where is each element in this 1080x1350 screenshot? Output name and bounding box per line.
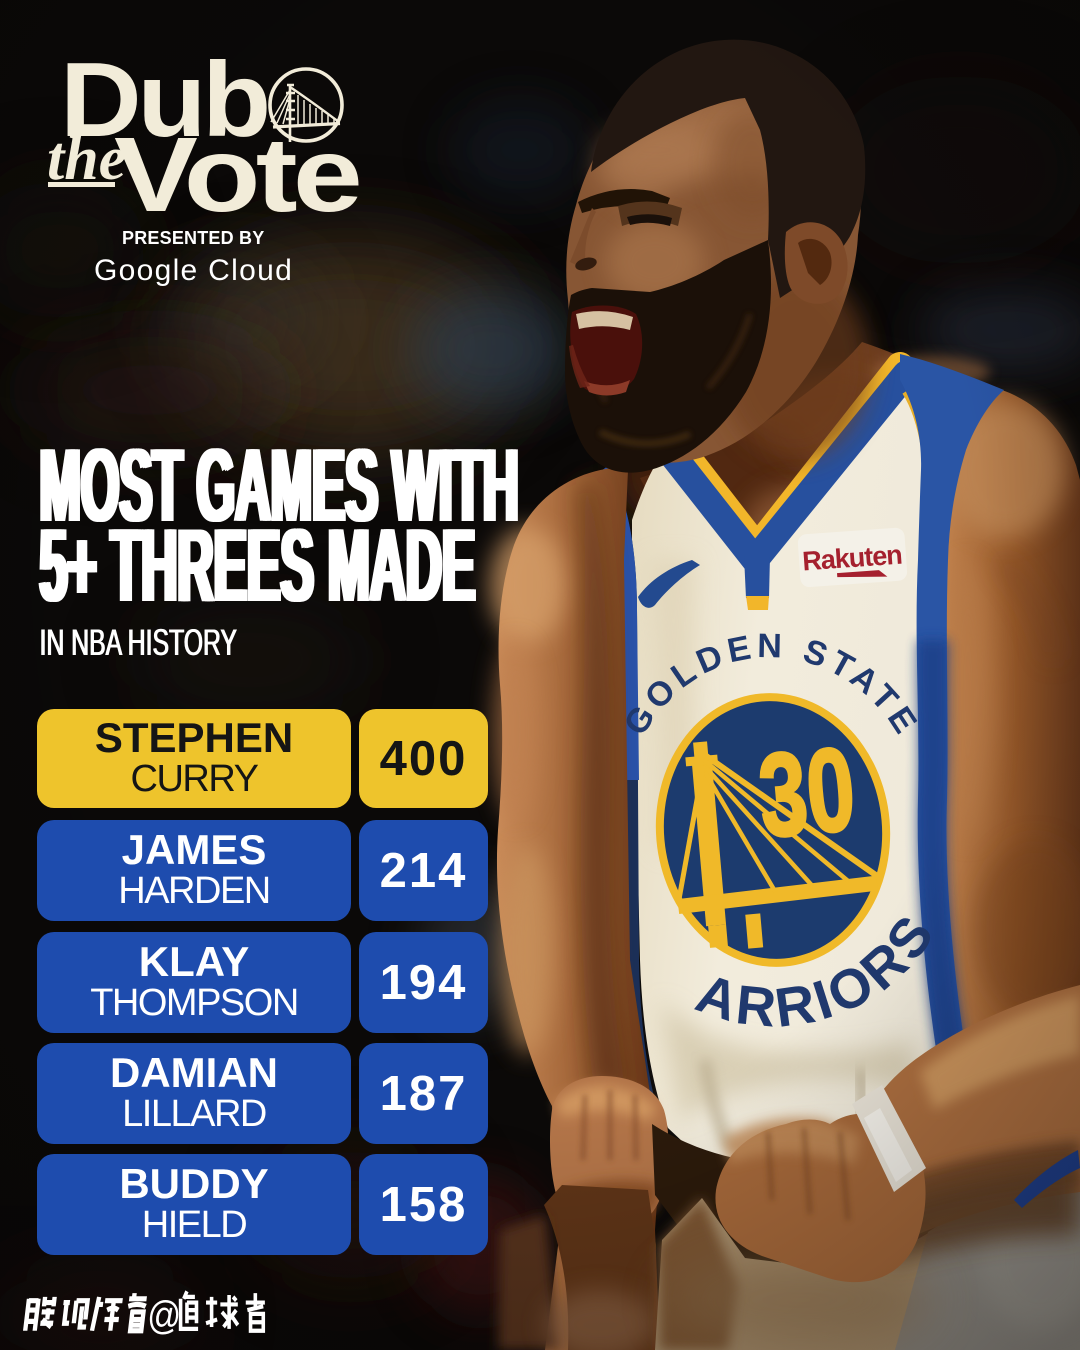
svg-text:Dub: Dub (60, 41, 267, 159)
svg-text:Vote: Vote (114, 116, 359, 234)
svg-text:the: the (47, 125, 126, 193)
svg-text:@: @ (147, 1293, 181, 1337)
